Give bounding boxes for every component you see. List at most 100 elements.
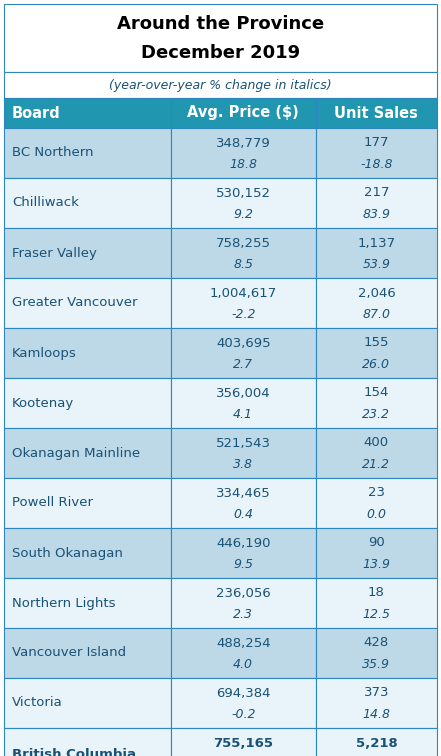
Text: 1,137: 1,137 <box>357 237 396 249</box>
Bar <box>316 128 437 178</box>
Bar <box>4 578 171 628</box>
Text: 9.2: 9.2 <box>233 207 253 221</box>
Text: -18.8: -18.8 <box>360 157 392 171</box>
Bar <box>316 728 437 756</box>
Text: 0.4: 0.4 <box>233 507 253 520</box>
Text: Fraser Valley: Fraser Valley <box>12 246 97 259</box>
Text: 2.7: 2.7 <box>233 358 253 370</box>
Text: 400: 400 <box>364 436 389 450</box>
Bar <box>171 478 316 528</box>
Bar <box>171 328 316 378</box>
Bar <box>4 328 171 378</box>
Text: 3.8: 3.8 <box>233 457 253 470</box>
Bar <box>316 428 437 478</box>
Bar <box>171 128 316 178</box>
Bar <box>4 4 437 72</box>
Text: 0.0: 0.0 <box>366 507 386 520</box>
Bar <box>316 228 437 278</box>
Bar <box>4 628 171 678</box>
Bar <box>171 528 316 578</box>
Text: South Okanagan: South Okanagan <box>12 547 123 559</box>
Text: (year-over-year % change in italics): (year-over-year % change in italics) <box>109 79 332 91</box>
Bar <box>171 728 316 756</box>
Bar <box>4 98 171 128</box>
Text: 758,255: 758,255 <box>216 237 271 249</box>
Text: Kamloops: Kamloops <box>12 346 77 360</box>
Text: Greater Vancouver: Greater Vancouver <box>12 296 138 309</box>
Text: 177: 177 <box>364 137 389 150</box>
Text: British Columbia: British Columbia <box>12 748 136 756</box>
Text: Vancouver Island: Vancouver Island <box>12 646 126 659</box>
Text: 154: 154 <box>364 386 389 399</box>
Text: 356,004: 356,004 <box>216 386 270 399</box>
Text: 694,384: 694,384 <box>216 686 270 699</box>
Text: 23: 23 <box>368 487 385 500</box>
Bar <box>316 328 437 378</box>
Text: Okanagan Mainline: Okanagan Mainline <box>12 447 140 460</box>
Text: 26.0: 26.0 <box>363 358 390 370</box>
Text: 5,218: 5,218 <box>355 737 397 750</box>
Text: 14.8: 14.8 <box>363 708 390 720</box>
Text: 4.0: 4.0 <box>233 658 253 671</box>
Bar <box>171 678 316 728</box>
Bar <box>4 728 171 756</box>
Text: 53.9: 53.9 <box>363 258 390 271</box>
Bar <box>171 428 316 478</box>
Text: 4.1: 4.1 <box>233 407 253 420</box>
Text: 18.8: 18.8 <box>229 157 257 171</box>
Bar <box>171 628 316 678</box>
Bar <box>4 428 171 478</box>
Text: 90: 90 <box>368 537 385 550</box>
Bar <box>316 178 437 228</box>
Bar <box>4 72 437 98</box>
Text: BC Northern: BC Northern <box>12 147 93 160</box>
Text: Chilliwack: Chilliwack <box>12 197 79 209</box>
Text: Around the Province: Around the Province <box>117 15 324 33</box>
Text: 13.9: 13.9 <box>363 557 390 571</box>
Bar <box>316 628 437 678</box>
Text: 35.9: 35.9 <box>363 658 390 671</box>
Text: 12.5: 12.5 <box>363 608 390 621</box>
Bar <box>316 98 437 128</box>
Bar <box>316 678 437 728</box>
Bar <box>171 278 316 328</box>
Text: 18: 18 <box>368 587 385 600</box>
Text: 403,695: 403,695 <box>216 336 270 349</box>
Text: 348,779: 348,779 <box>216 137 271 150</box>
Text: Board: Board <box>12 106 61 120</box>
Bar <box>316 478 437 528</box>
Text: Unit Sales: Unit Sales <box>334 106 419 120</box>
Text: 530,152: 530,152 <box>216 187 271 200</box>
Text: 217: 217 <box>364 187 389 200</box>
Text: -2.2: -2.2 <box>231 308 255 321</box>
Text: 446,190: 446,190 <box>216 537 270 550</box>
Text: 373: 373 <box>364 686 389 699</box>
Text: 1,004,617: 1,004,617 <box>209 287 277 299</box>
Bar <box>4 228 171 278</box>
Bar <box>4 528 171 578</box>
Bar <box>171 228 316 278</box>
Bar <box>4 278 171 328</box>
Bar <box>316 528 437 578</box>
Text: 2.3: 2.3 <box>233 608 253 621</box>
Text: 428: 428 <box>364 637 389 649</box>
Text: 236,056: 236,056 <box>216 587 271 600</box>
Text: -0.2: -0.2 <box>231 708 255 720</box>
Bar <box>171 98 316 128</box>
Bar <box>4 478 171 528</box>
Text: 8.5: 8.5 <box>233 258 253 271</box>
Text: 755,165: 755,165 <box>213 737 273 750</box>
Bar <box>171 178 316 228</box>
Text: 9.5: 9.5 <box>233 557 253 571</box>
Text: Powell River: Powell River <box>12 497 93 510</box>
Text: 87.0: 87.0 <box>363 308 390 321</box>
Text: 155: 155 <box>364 336 389 349</box>
Text: December 2019: December 2019 <box>141 44 300 62</box>
Bar <box>4 678 171 728</box>
Text: Northern Lights: Northern Lights <box>12 596 116 609</box>
Bar <box>171 378 316 428</box>
Text: 2,046: 2,046 <box>358 287 395 299</box>
Bar <box>4 178 171 228</box>
Text: Victoria: Victoria <box>12 696 63 709</box>
Text: 521,543: 521,543 <box>216 436 271 450</box>
